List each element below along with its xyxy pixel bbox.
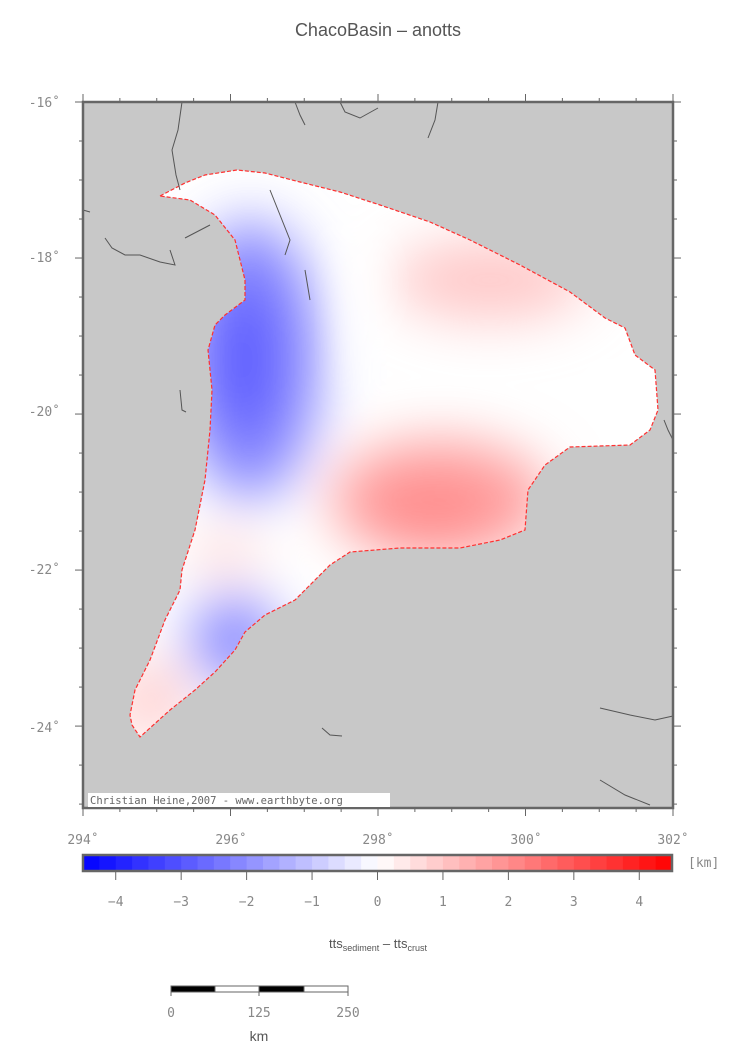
lat-label: -20˚ (29, 404, 60, 420)
colorbar-cell (573, 855, 591, 871)
colorbar (83, 855, 673, 871)
scale-label: 250 (336, 1006, 359, 1021)
lat-labels: -16˚ -18˚ -20˚ -22˚ -24˚ (29, 95, 60, 736)
label-minus-tts: – tts (379, 936, 408, 951)
colorbar-tick-label: −3 (173, 895, 189, 910)
colorbar-cell (393, 855, 411, 871)
colorbar-label: ttssediment – ttscrust (329, 936, 427, 953)
lat-label: -16˚ (29, 95, 60, 111)
colorbar-cell (606, 855, 624, 871)
colorbar-tick-label: 4 (635, 895, 643, 910)
colorbar-tick-label: −4 (108, 895, 124, 910)
colorbar-cell (132, 855, 149, 871)
colorbar-cell (459, 855, 477, 871)
colorbar-tick-label: 0 (374, 895, 382, 910)
lat-label: -24˚ (29, 720, 60, 736)
lon-label: 302˚ (657, 832, 688, 848)
lon-label: 298˚ (362, 832, 393, 848)
map-title: ChacoBasin – anotts (295, 20, 461, 40)
lon-label: 296˚ (215, 832, 246, 848)
colorbar-cell (295, 855, 313, 871)
colorbar-cell (426, 855, 444, 871)
colorbar-cell (557, 855, 575, 871)
colorbar-cell (475, 855, 493, 871)
lon-label: 300˚ (510, 832, 541, 848)
colorbar-cell (213, 855, 231, 871)
lon-labels: 294˚ 296˚ 298˚ 300˚ 302˚ (67, 832, 688, 848)
label-tts: tts (329, 936, 343, 951)
colorbar-tick-label: −2 (239, 895, 255, 910)
colorbar-unit: [km] (688, 856, 719, 871)
colorbar-cell (639, 855, 657, 871)
colorbar-cell (197, 855, 215, 871)
colorbar-cell (312, 855, 329, 871)
credit-text: Christian Heine,2007 - www.earthbyte.org (90, 795, 343, 807)
label-sediment: sediment (343, 943, 380, 953)
map-ticks (75, 94, 681, 816)
colorbar-tick-label: −1 (304, 895, 320, 910)
scale-label: 0 (167, 1006, 175, 1021)
colorbar-cell (410, 855, 428, 871)
scale-bar: 0 125 250 km (167, 985, 360, 1044)
colorbar-cell (83, 855, 100, 871)
colorbar-cell (230, 855, 248, 871)
colorbar-cell (622, 855, 640, 871)
colorbar-cell (655, 855, 673, 871)
lon-label: 294˚ (67, 832, 98, 848)
colorbar-cell (148, 855, 166, 871)
colorbar-tick-label: 2 (504, 895, 512, 910)
lat-label: -22˚ (29, 562, 60, 578)
colorbar-cell (361, 855, 378, 871)
colorbar-cell (99, 855, 117, 871)
colorbar-cell (541, 855, 558, 871)
scale-label: 125 (247, 1006, 270, 1021)
colorbar-cell (246, 855, 264, 871)
colorbar-cell (508, 855, 526, 871)
coastlines-rivers (82, 101, 674, 806)
colorbar-cell (181, 855, 199, 871)
colorbar-cell (115, 855, 133, 871)
credit-box (88, 793, 390, 807)
colorbar-cell (377, 855, 395, 871)
label-crust: crust (407, 943, 427, 953)
colorbar-cell (344, 855, 362, 871)
colorbar-cell (590, 855, 608, 871)
colorbar-cell (262, 855, 280, 871)
colorbar-tick-label: 1 (439, 895, 447, 910)
colorbar-cell (279, 855, 297, 871)
colorbar-tick-label: 3 (570, 895, 578, 910)
lat-label: -18˚ (29, 250, 60, 266)
colorbar-cell (442, 855, 460, 871)
colorbar-cell (164, 855, 182, 871)
scale-unit: km (250, 1028, 269, 1044)
colorbar-tick-labels: −4 −3 −2 −1 0 1 2 3 4 (108, 871, 643, 910)
colorbar-cell (328, 855, 346, 871)
colorbar-cell (524, 855, 542, 871)
colorbar-cell (492, 855, 509, 871)
